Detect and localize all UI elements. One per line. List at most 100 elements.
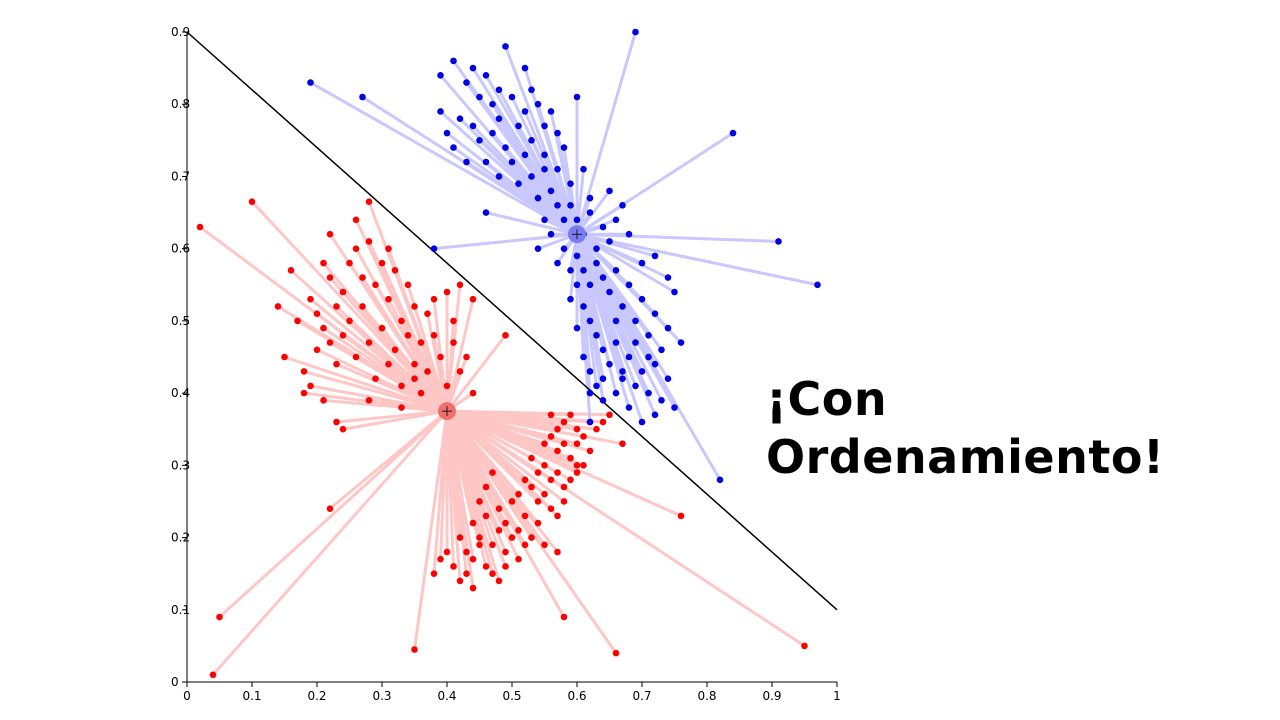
blue-connection-line xyxy=(575,232,624,381)
blue-data-point xyxy=(632,28,639,36)
red-data-point xyxy=(495,527,503,534)
red-data-point xyxy=(339,288,347,296)
boundary-line xyxy=(186,31,838,611)
blue-data-point xyxy=(586,418,594,426)
blue-data-point xyxy=(567,180,574,187)
red-data-point xyxy=(333,360,340,368)
red-data-point xyxy=(528,454,535,462)
red-data-point xyxy=(541,440,548,447)
red-data-point xyxy=(554,512,561,520)
blue-data-point xyxy=(547,230,555,238)
red-data-point xyxy=(515,490,522,498)
blue-data-point xyxy=(482,72,490,79)
blue-data-point xyxy=(664,324,672,332)
blue-data-point xyxy=(567,267,574,274)
red-data-point xyxy=(534,469,542,476)
blue-data-point xyxy=(541,122,548,130)
blue-data-point xyxy=(508,158,516,166)
red-data-point xyxy=(294,317,301,325)
blue-data-point xyxy=(606,238,613,245)
red-data-point xyxy=(313,310,321,317)
blue-data-point xyxy=(359,93,366,101)
x-tick-label: 0.6 xyxy=(567,689,586,703)
red-data-point xyxy=(476,541,483,549)
red-data-point xyxy=(404,332,412,339)
red-connection-line xyxy=(387,247,449,413)
red-data-point xyxy=(515,527,522,534)
red-data-point xyxy=(482,563,490,570)
x-tick-label: 0.2 xyxy=(307,689,326,703)
red-data-point xyxy=(300,389,308,397)
blue-connection-line xyxy=(575,232,663,352)
red-data-point xyxy=(554,548,561,556)
red-data-point xyxy=(573,469,581,476)
blue-data-point xyxy=(599,346,607,354)
blue-data-point xyxy=(638,259,646,267)
blue-data-point xyxy=(664,274,672,281)
blue-data-point xyxy=(632,339,639,346)
red-data-point xyxy=(359,303,366,310)
red-data-point xyxy=(495,505,503,512)
blue-data-point xyxy=(534,100,542,108)
blue-data-point xyxy=(606,187,613,195)
blue-data-point xyxy=(671,288,678,296)
blue-connection-line xyxy=(484,211,579,236)
blue-data-point xyxy=(534,194,542,202)
blue-data-point xyxy=(450,57,457,65)
blue-data-point xyxy=(307,79,314,86)
blue-data-point xyxy=(521,151,529,159)
red-data-point xyxy=(411,646,418,653)
red-data-point xyxy=(398,404,405,411)
red-data-point xyxy=(417,339,425,346)
red-data-point xyxy=(508,498,516,505)
red-data-point xyxy=(573,425,581,433)
red-data-point xyxy=(489,541,496,549)
red-data-point xyxy=(443,382,451,390)
blue-data-point xyxy=(463,79,470,86)
blue-connection-line xyxy=(575,232,650,359)
decision-boundary xyxy=(186,31,838,611)
blue-data-point xyxy=(671,404,678,411)
red-data-point xyxy=(320,324,327,332)
blue-data-point xyxy=(729,129,737,137)
red-data-point xyxy=(430,570,438,577)
red-connection-line xyxy=(445,409,611,417)
blue-data-point xyxy=(469,122,477,130)
blue-data-point xyxy=(651,360,659,368)
cluster-centers xyxy=(438,225,586,421)
blue-data-point xyxy=(645,332,652,339)
red-data-point xyxy=(326,230,334,238)
blue-data-point xyxy=(651,252,659,260)
red-data-point xyxy=(560,440,568,447)
blue-data-point xyxy=(521,108,529,115)
x-tick-label: 0 xyxy=(183,689,191,703)
red-data-point xyxy=(567,476,574,484)
red-data-point xyxy=(443,548,451,556)
scatter-chart: 0 0.1 0.2 0.3 0.4 0.5 0.6 0.7 0.8 0.9 1 0 0.1 0.2 0.3 0… xyxy=(171,25,841,703)
red-data-point xyxy=(547,411,555,419)
blue-data-point xyxy=(664,375,672,382)
red-data-point xyxy=(560,613,568,621)
red-data-point xyxy=(450,563,457,570)
red-data-point xyxy=(216,613,223,621)
blue-connection-line xyxy=(575,232,592,395)
blue-data-point xyxy=(580,267,587,274)
blue-data-point xyxy=(573,324,581,332)
x-tick-label: 0.8 xyxy=(697,689,716,703)
red-data-point xyxy=(567,411,574,419)
blue-data-point xyxy=(515,180,522,187)
red-data-point xyxy=(378,259,386,267)
red-data-point xyxy=(489,570,496,577)
x-tick-label: 0.9 xyxy=(762,689,781,703)
blue-data-point xyxy=(638,368,646,375)
red-connection-line xyxy=(322,261,449,413)
red-data-point xyxy=(398,317,405,325)
red-data-point xyxy=(359,274,366,281)
blue-data-point xyxy=(599,274,607,281)
red-data-point xyxy=(385,245,392,252)
blue-data-point xyxy=(580,165,587,173)
blue-data-point xyxy=(443,129,451,137)
red-data-point xyxy=(593,425,600,433)
y-tick-label: 0.4 xyxy=(171,386,190,400)
blue-data-point xyxy=(430,245,438,252)
